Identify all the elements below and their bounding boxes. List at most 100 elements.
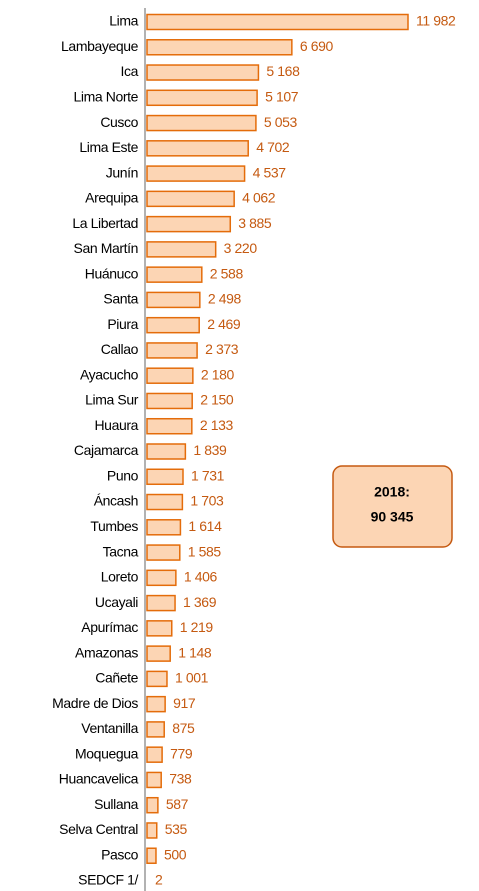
bar xyxy=(146,266,203,283)
value-label: 11 982 xyxy=(416,13,456,29)
category-label: San Martín xyxy=(74,240,138,256)
bar xyxy=(146,140,249,157)
category-label: Ayacucho xyxy=(80,366,139,382)
annotation: 2018: xyxy=(374,484,410,500)
bar xyxy=(146,645,171,662)
category-label: Selva Central xyxy=(59,821,138,837)
category-label: Piura xyxy=(107,316,138,332)
bar xyxy=(146,594,176,612)
bar xyxy=(146,620,173,637)
bar xyxy=(146,443,187,460)
category-label: SEDCF 1/ xyxy=(78,872,138,888)
value-label: 2 498 xyxy=(208,291,242,307)
bar xyxy=(146,519,182,536)
bar xyxy=(146,392,193,410)
value-label: 3 220 xyxy=(224,240,258,256)
bar xyxy=(146,417,193,435)
value-label: 1 148 xyxy=(178,644,212,660)
value-label: 875 xyxy=(172,720,195,736)
value-label: 4 062 xyxy=(242,190,276,206)
value-label: 2 373 xyxy=(205,341,239,357)
value-label: 2 469 xyxy=(207,316,241,332)
category-label: Sullana xyxy=(94,796,139,812)
bar xyxy=(146,493,184,511)
bar xyxy=(146,13,409,31)
value-label: 4 537 xyxy=(253,164,287,180)
bar xyxy=(146,39,293,56)
annotation: 90 345 xyxy=(371,509,414,525)
bar xyxy=(146,796,159,814)
value-label: 5 107 xyxy=(265,88,299,104)
value-label: 2 180 xyxy=(201,366,235,382)
category-label: Ica xyxy=(121,63,139,79)
value-label: 4 702 xyxy=(256,139,290,155)
value-label: 917 xyxy=(173,695,196,711)
bar xyxy=(146,771,162,789)
value-label: 1 585 xyxy=(188,543,222,559)
category-label: Tacna xyxy=(103,543,139,559)
category-label: Lima Sur xyxy=(85,392,139,408)
category-label: Lambayeque xyxy=(61,38,139,54)
category-label: Junín xyxy=(106,164,138,180)
bar xyxy=(146,367,194,384)
category-label: Huánuco xyxy=(85,265,139,281)
category-label: Huaura xyxy=(94,417,138,433)
bar xyxy=(146,342,198,359)
category-label: Madre de Dios xyxy=(52,695,138,711)
value-label: 738 xyxy=(169,771,192,787)
bar xyxy=(146,847,157,864)
category-label: Amazonas xyxy=(75,644,138,660)
value-label: 535 xyxy=(165,821,188,837)
bar xyxy=(146,695,166,713)
category-label: Puno xyxy=(107,467,139,483)
value-label: 2 150 xyxy=(200,392,234,408)
value-label: 1 614 xyxy=(188,518,222,534)
category-label: Lima Este xyxy=(79,139,138,155)
bar xyxy=(146,291,201,309)
bar xyxy=(146,670,168,688)
value-label: 1 703 xyxy=(190,493,224,509)
category-label: Cañete xyxy=(95,670,138,686)
value-label: 1 001 xyxy=(175,670,209,686)
bar xyxy=(146,215,232,233)
value-label: 6 690 xyxy=(300,38,334,54)
bar xyxy=(146,316,200,334)
category-label: Ucayali xyxy=(95,594,138,610)
category-label: Ventanilla xyxy=(81,720,138,736)
bar xyxy=(146,114,257,132)
category-label: Tumbes xyxy=(90,518,138,534)
bar xyxy=(146,89,258,107)
category-label: La Libertad xyxy=(72,215,138,231)
bar xyxy=(146,822,158,839)
category-label: Áncash xyxy=(94,493,138,509)
value-label: 2 xyxy=(155,872,163,888)
category-label: Arequipa xyxy=(85,190,138,206)
category-label: Apurímac xyxy=(81,619,138,635)
category-label: Loreto xyxy=(101,569,139,585)
bar xyxy=(146,721,165,738)
value-label: 779 xyxy=(170,745,193,761)
bar xyxy=(146,544,181,561)
value-label: 5 053 xyxy=(264,114,298,130)
value-label: 1 369 xyxy=(183,594,217,610)
bar xyxy=(146,569,177,587)
category-label: Cajamarca xyxy=(74,442,139,458)
bar xyxy=(146,468,184,486)
value-label: 1 406 xyxy=(184,569,218,585)
category-label: Moquegua xyxy=(75,745,139,761)
value-label: 500 xyxy=(164,846,187,862)
category-label: Cusco xyxy=(100,114,138,130)
bar xyxy=(146,746,163,763)
value-label: 2 588 xyxy=(210,265,244,281)
value-label: 3 885 xyxy=(238,215,272,231)
bar xyxy=(146,165,246,182)
value-label: 5 168 xyxy=(266,63,300,79)
category-label: Santa xyxy=(103,291,138,307)
bar xyxy=(146,241,217,258)
category-label: Huancavelica xyxy=(59,771,139,787)
value-label: 1 731 xyxy=(191,467,225,483)
value-label: 1 219 xyxy=(180,619,214,635)
category-label: Lima xyxy=(109,13,138,29)
category-label: Pasco xyxy=(101,846,139,862)
